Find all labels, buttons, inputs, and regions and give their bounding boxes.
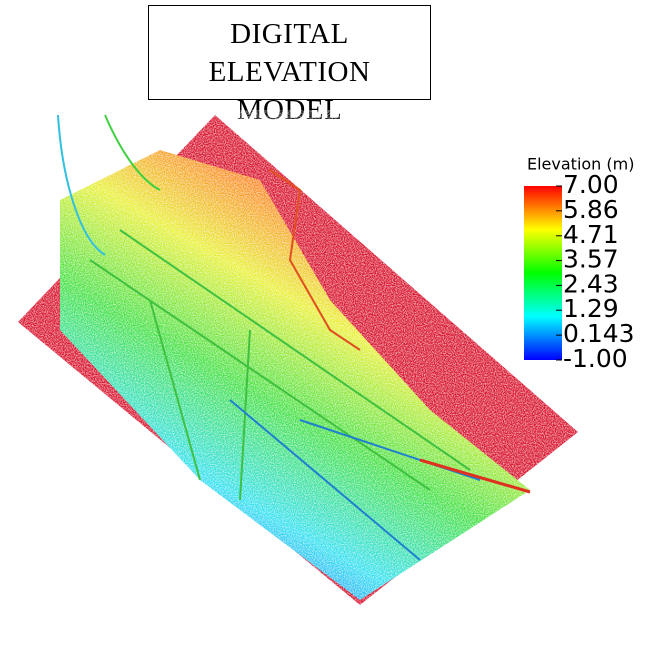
page: DIGITAL ELEVATION MODEL Elevation (m) 7.… [0, 0, 667, 649]
speckle [15, 110, 585, 610]
tick-label: -1.00 [563, 344, 628, 373]
colorbar [524, 186, 562, 360]
dem-view: Elevation (m) 7.005.864.713.572.431.290.… [0, 0, 667, 649]
